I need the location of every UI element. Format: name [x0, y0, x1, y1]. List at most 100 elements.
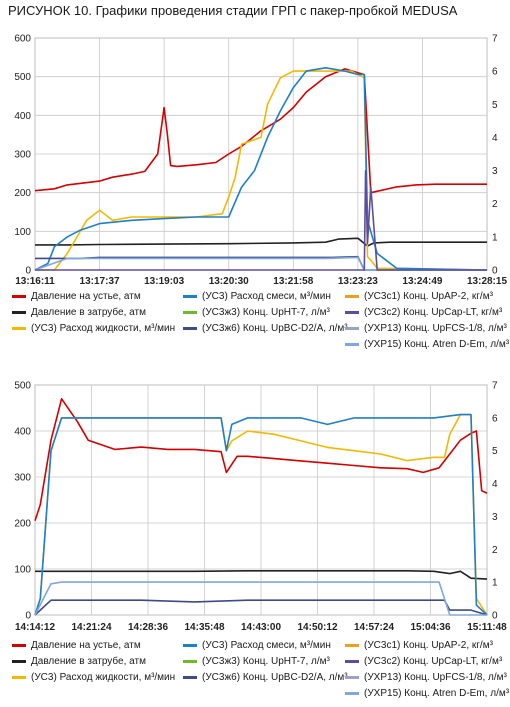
right-tick-label: 6 [492, 413, 498, 424]
legend-item: (УС3ж3) Конц. UpHT-7, л/м³ [183, 307, 330, 318]
legend-swatch [183, 676, 197, 679]
legend-swatch [12, 311, 26, 314]
x-tick-label: 14:50:12 [297, 622, 337, 633]
legend-label: (УС3ж6) Конц. UpBC-D2/A, л/м³ [202, 323, 348, 334]
x-tick-label: 14:35:48 [184, 622, 224, 633]
left-tick-label: 100 [14, 565, 31, 576]
legend-item: (УХР13) Конц. UpFCS-1/8, л/м³ [345, 672, 507, 683]
left-tick-label: 0 [25, 611, 31, 622]
legend-item: (УС3) Расход смеси, м³/мин [183, 291, 331, 302]
figure-title-text: Графики проведения стадии ГРП с пакер-пр… [95, 3, 458, 18]
left-tick-label: 500 [14, 72, 31, 83]
x-tick-label: 14:28:36 [128, 622, 168, 633]
legend-item: (УС3с1) Конц. UpAP-2, кг/м³ [345, 640, 493, 651]
legend-item: (УС3) Расход жидкости, м³/мин [12, 323, 175, 334]
left-tick-label: 500 [14, 381, 31, 392]
x-tick-label: 13:17:37 [80, 276, 120, 287]
legend-swatch [12, 660, 26, 663]
legend-label: Давление на устье, атм [31, 291, 141, 302]
legend-swatch [183, 660, 197, 663]
legend-item: Давление в затрубе, атм [12, 656, 146, 667]
legend-label: (УС3ж6) Конц. UpBC-D2/A, л/м³ [202, 672, 348, 683]
series-line-pressure_wellhead [34, 398, 488, 521]
legend-item: (УС3ж6) Конц. UpBC-D2/A, л/м³ [183, 323, 348, 334]
right-tick-label: 6 [492, 67, 498, 78]
left-tick-label: 300 [14, 473, 31, 484]
x-tick-label: 13:20:30 [209, 276, 249, 287]
x-tick-label: 13:16:11 [15, 276, 55, 287]
right-tick-label: 1 [492, 578, 498, 589]
left-tick-label: 400 [14, 111, 31, 122]
legend-label: (УХР13) Конц. UpFCS-1/8, л/м³ [364, 672, 507, 683]
legend-swatch [345, 676, 359, 679]
legend-label: (УС3ж3) Конц. UpHT-7, л/м³ [202, 307, 330, 318]
legend-label: (УС3с2) Конц. UpCap-LT, кг/м³ [364, 656, 503, 667]
x-tick-label: 14:43:00 [241, 622, 281, 633]
legend-swatch [12, 295, 26, 298]
x-tick-label: 14:14:12 [15, 622, 55, 633]
left-tick-label: 0 [25, 266, 31, 277]
series-line-slurry_rate [34, 413, 488, 616]
legend-swatch [12, 644, 26, 647]
legend-label: (УС3с2) Конц. UpCap-LT, кг/м³ [364, 307, 503, 318]
legend-item: Давление на устье, атм [12, 291, 141, 302]
legend-item: (УХР15) Конц. Atren D-Em, л/м³ [345, 688, 509, 699]
left-tick-label: 100 [14, 227, 31, 238]
series-line-pressure_annulus [35, 237, 487, 247]
legend-item: Давление в затрубе, атм [12, 307, 146, 318]
left-tick-label: 200 [14, 188, 31, 199]
right-tick-label: 3 [492, 512, 498, 523]
x-tick-label: 14:57:24 [354, 622, 394, 633]
legend-label: (УС3) Расход жидкости, м³/мин [31, 672, 176, 683]
right-tick-label: 1 [492, 232, 498, 243]
left-tick-label: 600 [14, 34, 31, 45]
legend-swatch [345, 692, 359, 695]
legend-swatch [12, 676, 26, 679]
legend-swatch [345, 644, 359, 647]
left-tick-label: 300 [14, 150, 31, 161]
series-line-conc_upcaplt [35, 169, 487, 271]
legend-item: (УХР15) Конц. Atren D-Em, л/м³ [345, 339, 509, 350]
legend-swatch [183, 644, 197, 647]
legend-item: (УС3) Расход смеси, м³/мин [183, 640, 331, 651]
right-tick-label: 0 [492, 611, 498, 622]
figure-title: РИСУНОК 10. Графики проведения стадии ГР… [8, 3, 457, 18]
legend-item: (УС3ж6) Конц. UpBC-D2/A, л/м³ [183, 672, 348, 683]
legend-label: Давление в затрубе, атм [31, 307, 146, 318]
legend-item: (УС3) Расход жидкости, м³/мин [12, 672, 175, 683]
legend-swatch [345, 660, 359, 663]
series-line-pressure_annulus [35, 570, 488, 580]
left-tick-label: 200 [14, 519, 31, 530]
right-tick-label: 7 [492, 34, 498, 45]
right-tick-label: 4 [492, 133, 498, 144]
figure-label: РИСУНОК 10. [8, 3, 92, 18]
series-line-conc_atren [34, 256, 487, 271]
x-tick-label: 13:23:23 [338, 276, 378, 287]
right-tick-label: 0 [492, 266, 498, 277]
right-tick-label: 7 [492, 381, 498, 392]
series-line-pressure_wellhead [34, 68, 487, 194]
left-tick-label: 400 [14, 427, 31, 438]
series-line-conc_atren [34, 581, 487, 616]
x-tick-label: 13:28:15 [467, 276, 507, 287]
x-tick-label: 13:24:49 [402, 276, 442, 287]
legend-item: (УС3ж3) Конц. UpHT-7, л/м³ [183, 656, 330, 667]
legend-label: (УС3с1) Конц. UpAP-2, кг/м³ [364, 640, 493, 651]
x-tick-label: 15:11:48 [467, 622, 507, 633]
right-tick-label: 5 [492, 446, 498, 457]
right-tick-label: 2 [492, 199, 498, 210]
legend-item: (УС3с1) Конц. UpAP-2, кг/м³ [345, 291, 493, 302]
right-tick-label: 3 [492, 166, 498, 177]
x-tick-label: 13:19:03 [144, 276, 184, 287]
legend-swatch [12, 327, 26, 330]
legend-swatch [345, 295, 359, 298]
legend-label: (УС3) Расход смеси, м³/мин [202, 640, 331, 651]
legend-label: Давление в затрубе, атм [31, 656, 146, 667]
legend-label: (УС3) Расход жидкости, м³/мин [31, 323, 176, 334]
right-tick-label: 2 [492, 545, 498, 556]
right-tick-label: 4 [492, 479, 498, 490]
legend-item: (УХР13) Конц. UpFCS-1/8, л/м³ [345, 323, 507, 334]
legend-item: (УС3с2) Конц. UpCap-LT, кг/м³ [345, 307, 502, 318]
legend-swatch [183, 295, 197, 298]
